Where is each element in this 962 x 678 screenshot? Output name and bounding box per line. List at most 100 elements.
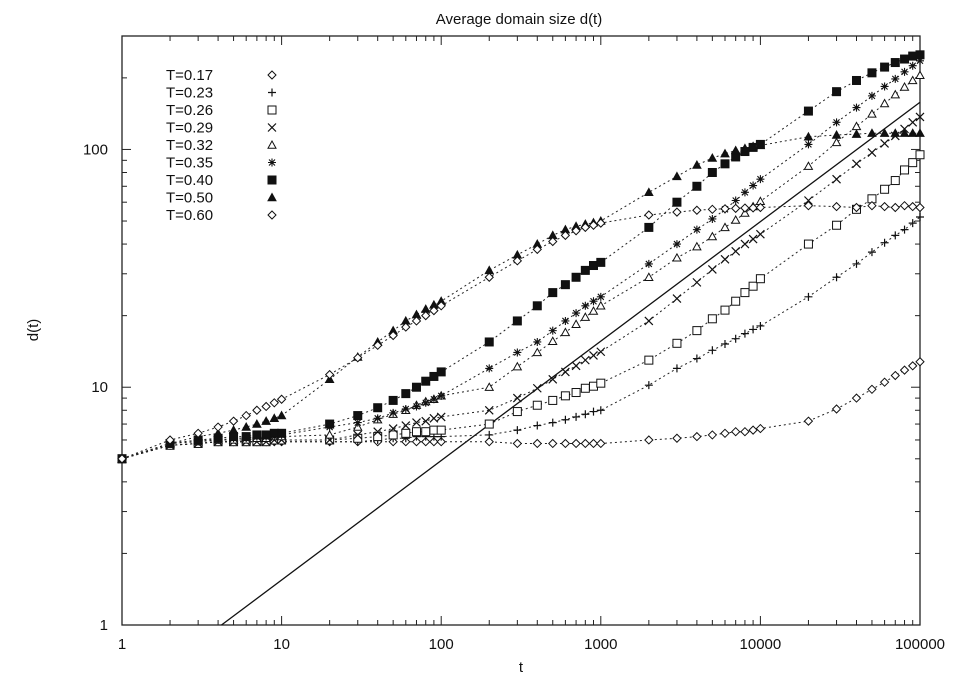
data-point [388, 430, 398, 440]
data-point [908, 158, 918, 168]
data-point [907, 128, 918, 137]
data-point [436, 412, 446, 422]
data-point [596, 347, 606, 357]
data-point [879, 201, 890, 212]
data-point [740, 143, 750, 153]
reference-line-layer [221, 101, 921, 626]
data-point [572, 309, 581, 318]
data-point [740, 329, 749, 338]
data-point [803, 200, 814, 211]
data-point [485, 364, 494, 373]
data-point [276, 394, 287, 404]
data-point [891, 231, 900, 240]
data-point [353, 418, 362, 427]
data-point [832, 220, 842, 230]
data-point [804, 196, 813, 205]
data-point [589, 297, 598, 306]
data-point [731, 334, 740, 343]
data-point [513, 348, 522, 357]
data-point [512, 256, 523, 266]
data-point [692, 225, 701, 234]
data-point [241, 432, 251, 442]
data-point [890, 202, 900, 213]
data-point [867, 384, 877, 395]
data-point [532, 400, 542, 410]
data-point [411, 382, 421, 392]
data-point [512, 361, 523, 371]
data-point [731, 296, 741, 306]
data-point [879, 377, 890, 387]
data-point [588, 261, 598, 271]
data-point [401, 389, 411, 399]
data-point [867, 68, 877, 78]
data-point [740, 239, 750, 249]
data-point [707, 231, 718, 241]
data-point [908, 61, 917, 70]
y-tick-label: 10 [91, 379, 108, 396]
data-point [672, 364, 681, 373]
data-point [672, 171, 682, 181]
data-point [880, 139, 890, 148]
data-point [421, 427, 431, 437]
data-point [560, 230, 571, 241]
data-point [908, 219, 917, 228]
data-point [352, 422, 363, 431]
data-point [915, 128, 925, 137]
data-point [571, 361, 581, 371]
data-point [644, 316, 654, 326]
data-point [353, 411, 363, 421]
data-point [532, 438, 542, 449]
data-point [596, 218, 606, 228]
data-point [748, 425, 758, 435]
data-point [900, 165, 910, 175]
data-point [749, 325, 758, 334]
legend-label: T=0.26 [166, 102, 213, 119]
series-layer [117, 50, 925, 464]
data-point [560, 367, 570, 377]
data-point [276, 410, 287, 420]
data-point [512, 407, 522, 417]
data-point [580, 222, 591, 233]
data-point [411, 316, 422, 326]
legend-marker [267, 123, 277, 132]
data-point [899, 128, 910, 137]
legend-label: T=0.40 [166, 172, 213, 189]
data-point [804, 140, 813, 149]
data-point [900, 225, 909, 234]
data-point [900, 67, 909, 76]
data-point [720, 222, 730, 232]
data-point [373, 432, 383, 442]
data-point [644, 355, 654, 365]
data-point [899, 82, 910, 91]
data-point [388, 424, 398, 434]
data-point [571, 272, 581, 282]
data-point [353, 430, 363, 440]
data-point [908, 51, 918, 61]
data-point [707, 264, 717, 274]
data-point [832, 174, 841, 184]
data-point [832, 273, 841, 282]
data-point [644, 381, 653, 390]
data-point [548, 395, 558, 405]
data-point [560, 280, 570, 290]
data-point [748, 203, 758, 213]
legend-marker [268, 158, 276, 167]
data-point [580, 438, 591, 449]
data-point [588, 306, 599, 315]
data-point [707, 153, 718, 162]
data-point [429, 437, 439, 447]
data-point [907, 361, 918, 371]
data-point [643, 272, 654, 281]
data-point [720, 254, 730, 264]
data-point [401, 421, 411, 430]
data-point [851, 129, 862, 138]
data-point [588, 220, 599, 230]
data-point [915, 150, 925, 160]
data-point [580, 312, 591, 321]
data-point [755, 423, 766, 434]
data-point [241, 410, 251, 421]
data-point [880, 82, 889, 91]
data-point [512, 438, 523, 449]
data-point [803, 239, 813, 249]
data-point [832, 87, 842, 97]
